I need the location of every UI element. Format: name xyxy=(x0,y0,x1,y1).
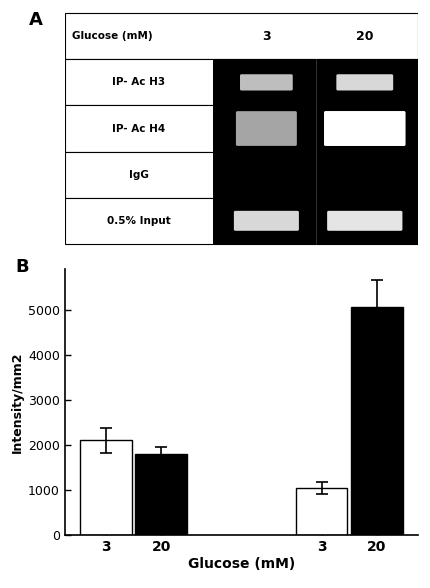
FancyBboxPatch shape xyxy=(326,211,402,231)
Bar xyxy=(64,59,417,105)
Bar xyxy=(212,105,417,152)
FancyBboxPatch shape xyxy=(233,211,298,231)
FancyBboxPatch shape xyxy=(235,111,296,146)
Bar xyxy=(64,13,417,59)
Bar xyxy=(135,454,187,535)
Text: IP- Ac H3: IP- Ac H3 xyxy=(112,78,165,88)
Bar xyxy=(212,59,417,105)
FancyBboxPatch shape xyxy=(323,111,405,146)
Y-axis label: Intensity/mm2: Intensity/mm2 xyxy=(11,352,24,453)
Bar xyxy=(212,152,417,198)
Bar xyxy=(64,105,417,152)
Bar xyxy=(80,440,132,535)
Text: A: A xyxy=(29,11,43,29)
Text: 20: 20 xyxy=(355,30,373,43)
Bar xyxy=(64,198,417,244)
Bar xyxy=(350,308,402,535)
Text: B: B xyxy=(15,259,29,276)
Bar xyxy=(295,487,347,535)
Text: 3: 3 xyxy=(261,30,270,43)
Text: IgG: IgG xyxy=(129,170,148,180)
Bar xyxy=(64,152,417,198)
Text: Glucose (mM): Glucose (mM) xyxy=(71,31,152,41)
Text: 0.5% Input: 0.5% Input xyxy=(107,216,170,226)
X-axis label: Glucose (mM): Glucose (mM) xyxy=(187,557,294,571)
FancyBboxPatch shape xyxy=(335,74,392,91)
FancyBboxPatch shape xyxy=(240,74,292,91)
FancyBboxPatch shape xyxy=(324,112,404,145)
Bar xyxy=(212,198,417,244)
Text: IP- Ac H4: IP- Ac H4 xyxy=(112,123,165,133)
